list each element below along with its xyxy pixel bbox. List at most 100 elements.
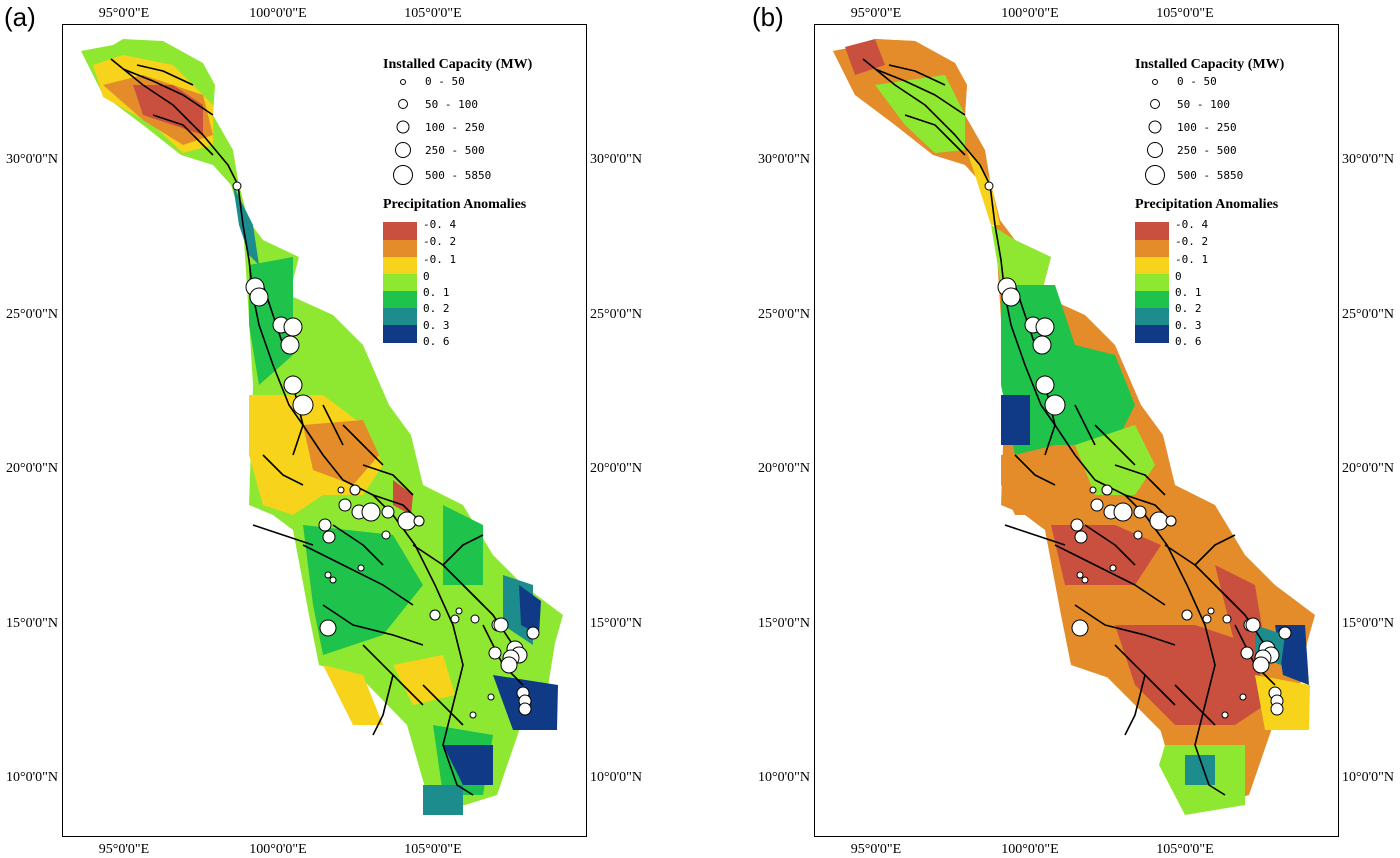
lon-tick-top: 100°0'0"E [1001, 6, 1059, 21]
capacity-class-label: 100 - 250 [1177, 121, 1237, 134]
river-network [110, 58, 524, 796]
dam-site-marker [322, 530, 336, 544]
dam-site-marker [1044, 394, 1066, 416]
dam-site-marker [357, 564, 365, 572]
capacity-symbol [393, 165, 413, 185]
anomaly-region [323, 665, 383, 725]
dam-site-marker [319, 619, 337, 637]
capacity-symbol [395, 142, 411, 158]
dam-site-marker [1035, 375, 1055, 395]
dam-site-marker [1252, 656, 1270, 674]
precip-class-label: 0. 3 [1175, 319, 1202, 332]
precip-legend-title: Precipitation Anomalies [383, 197, 527, 212]
dam-site-marker [1081, 576, 1089, 584]
lat-tick-right: 10°0'0"N [590, 770, 642, 785]
anomaly-region [1001, 455, 1095, 515]
river-line [362, 464, 414, 496]
dam-site-marker [488, 646, 502, 660]
precip-swatch [1135, 325, 1169, 343]
capacity-symbol [400, 79, 406, 85]
river-line [1014, 454, 1056, 486]
dam-site-marker [397, 511, 417, 531]
precip-class-label: -0. 1 [1175, 253, 1209, 266]
anomaly-region [443, 745, 493, 785]
dam-site-marker [487, 693, 495, 701]
dam-site-marker [381, 505, 395, 519]
river-line [152, 114, 214, 156]
dam-site-marker [1181, 609, 1193, 621]
precip-class-label: 0. 2 [1175, 302, 1202, 315]
map-panel-b [814, 24, 1339, 837]
precip-swatch [1135, 257, 1169, 274]
river-line [1214, 584, 1266, 646]
dam-site-marker [329, 576, 337, 584]
dam-site-marker [232, 181, 242, 191]
precip-swatch [1135, 308, 1169, 325]
lon-tick-top: 100°0'0"E [249, 6, 307, 21]
river-line [874, 68, 966, 116]
precip-class-label: -0. 4 [423, 218, 457, 231]
river-line [888, 64, 946, 86]
dam-site-marker [413, 515, 425, 527]
river-line [302, 544, 414, 606]
capacity-class-label: 500 - 5850 [425, 169, 492, 182]
lon-tick-top: 105°0'0"E [404, 6, 462, 21]
lat-tick-left: 20°0'0"N [6, 461, 58, 476]
dam-site-marker [381, 530, 391, 540]
precip-swatch [383, 325, 417, 343]
river-line [1004, 524, 1066, 546]
lat-tick-left: 25°0'0"N [758, 307, 810, 322]
river-line [1084, 524, 1136, 566]
lat-tick-right: 20°0'0"N [1342, 461, 1394, 476]
anomaly-region [1185, 755, 1215, 785]
lon-tick-bottom: 105°0'0"E [1156, 842, 1214, 857]
capacity-symbol [1150, 99, 1160, 109]
dam-site-marker [493, 617, 509, 633]
river-line [904, 114, 966, 156]
dam-site-marker [1270, 702, 1284, 716]
river-line [1114, 464, 1166, 496]
dam-site-marker [1222, 614, 1232, 624]
dam-site-marker [984, 181, 994, 191]
lat-tick-right: 25°0'0"N [590, 307, 642, 322]
dam-site-marker [1032, 335, 1052, 355]
precip-class-label: 0. 1 [1175, 286, 1202, 299]
lon-tick-bottom: 95°0'0"E [98, 842, 150, 857]
dam-site-marker [1202, 614, 1212, 624]
river-line [262, 454, 304, 486]
anomaly-region [1075, 425, 1155, 495]
precip-swatch [1135, 222, 1169, 240]
hydropower-dams [232, 181, 540, 719]
precip-swatch [383, 291, 417, 308]
precip-swatch [383, 308, 417, 325]
river-line [462, 584, 514, 646]
precip-class-label: 0. 3 [423, 319, 450, 332]
precip-class-label: 0. 2 [423, 302, 450, 315]
dam-site-marker [1133, 505, 1147, 519]
capacity-symbol [1145, 165, 1165, 185]
dam-site-marker [337, 486, 345, 494]
river-line [442, 534, 484, 566]
panel-label-a: (a) [4, 2, 36, 32]
dam-site-marker [455, 607, 463, 615]
lat-tick-left: 10°0'0"N [6, 770, 58, 785]
capacity-class-label: 100 - 250 [425, 121, 485, 134]
precip-class-label: 0. 1 [423, 286, 450, 299]
dam-site-marker [249, 287, 269, 307]
river-line [322, 404, 344, 446]
precip-class-label: 0 [1175, 270, 1182, 283]
anomaly-region [303, 420, 379, 485]
dam-site-marker [1071, 619, 1089, 637]
lat-tick-left: 30°0'0"N [758, 152, 810, 167]
precip-class-label: -0. 2 [423, 235, 457, 248]
dam-site-marker [1221, 711, 1229, 719]
capacity-class-label: 250 - 500 [1177, 144, 1237, 157]
lat-tick-right: 20°0'0"N [590, 461, 642, 476]
hydropower-dams [984, 181, 1292, 719]
lat-tick-left: 20°0'0"N [758, 461, 810, 476]
dam-site-marker [429, 609, 441, 621]
lat-tick-left: 30°0'0"N [6, 152, 58, 167]
river-line [1074, 604, 1176, 646]
dam-site-marker [292, 394, 314, 416]
precip-swatch [1135, 274, 1169, 291]
